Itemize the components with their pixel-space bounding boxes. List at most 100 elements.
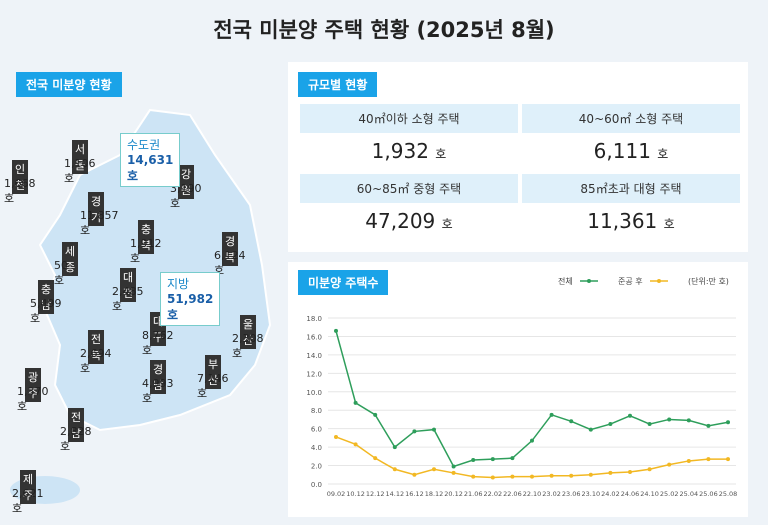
y-tick-label: 16.0 [306,333,322,341]
data-point [588,427,593,432]
region-name: 강원 [178,165,195,199]
size-cell: 40~60㎡ 소형 주택 6,111 호 [522,104,740,169]
data-point [490,475,495,480]
region-name: 경남 [150,360,167,394]
x-tick-label: 25.08 [719,490,738,498]
region-value: 8,762호 [142,329,174,357]
data-point [412,472,417,477]
region-value: 7,146호 [197,372,229,400]
region-name: 서울 [72,140,89,174]
summary-value: 14,631호 [127,153,174,183]
region-name: 울산 [240,315,257,349]
y-tick-label: 4.0 [311,444,322,452]
data-point [530,438,534,443]
x-tick-label: 25.04 [679,490,698,498]
region-value: 5,499호 [30,297,62,325]
x-tick-label: 18.12 [425,490,444,498]
series-line [335,436,728,479]
data-point [510,474,515,479]
x-tick-label: 22.10 [523,490,542,498]
region-value: 1,668호 [4,177,36,205]
x-tick-label: 22.02 [483,490,502,498]
summary-label: 지방 [167,277,190,291]
region-value: 50호 [54,259,68,287]
data-point [667,462,672,467]
size-heading: 규모별 현황 [298,72,378,97]
size-number: 6,111 [593,139,651,163]
region-value: 1,106호 [64,157,96,185]
size-value: 11,361 호 [522,203,740,239]
region-name: 경북 [222,232,239,266]
region-name: 충남 [38,280,55,314]
x-tick-label: 24.06 [621,490,640,498]
data-point [432,427,436,432]
size-label: 85㎡초과 대형 주택 [522,174,740,203]
data-point [588,472,593,477]
size-unit: 호 [657,147,669,161]
legend-dot [657,279,661,283]
x-tick-label: 10.12 [346,490,365,498]
data-point [706,423,711,428]
region-name: 충북 [138,220,155,254]
size-cell: 85㎡초과 대형 주택 11,361 호 [522,174,740,239]
x-tick-label: 20.12 [444,490,463,498]
x-tick-label: 23.06 [562,490,581,498]
data-point [667,417,672,422]
data-point [334,328,338,333]
data-point [471,474,476,479]
x-tick-label: 21.06 [464,490,483,498]
x-tick-label: 16.12 [405,490,424,498]
region-value: 2,308호 [232,332,264,360]
data-point [608,470,613,475]
region-value: 2,694호 [80,347,112,375]
size-cell: 60~85㎡ 중형 주택 47,209 호 [300,174,518,239]
data-point [530,474,534,479]
size-unit: 호 [441,217,453,231]
data-point [432,467,436,472]
data-point [353,442,358,447]
chart-title: 미분양 주택수 [298,270,389,295]
region-value: 2,621호 [12,487,44,515]
region-name: 세종 [62,242,79,276]
region-value: 6,124호 [214,249,246,277]
data-point [686,458,691,463]
data-point [353,400,358,405]
data-point [686,418,691,423]
x-tick-label: 09.02 [327,490,346,498]
legend-dot [587,279,591,283]
size-number: 1,932 [371,139,429,163]
size-label: 40㎡이하 소형 주택 [300,104,518,133]
x-tick-label: 23.02 [542,490,561,498]
size-value: 47,209 호 [300,203,518,239]
data-point [647,467,652,472]
data-point [549,473,554,478]
data-point [373,412,378,417]
x-tick-label: 14.12 [385,490,404,498]
data-point [726,457,730,462]
page-title: 전국 미분양 주택 현황 (2025년 8월) [213,18,555,42]
data-point [628,470,632,475]
y-tick-label: 2.0 [311,463,322,471]
region-summary: 수도권 14,631호 [120,133,181,187]
x-tick-label: 12.12 [366,490,385,498]
size-label: 40~60㎡ 소형 주택 [522,104,740,133]
data-point [412,429,417,434]
y-tick-label: 18.0 [306,315,322,323]
data-point [392,445,397,450]
unit-note: (단위:만 호) [688,276,729,286]
region-name: 전북 [88,330,105,364]
size-value: 1,932 호 [300,133,518,169]
summary-value: 51,982호 [167,292,214,322]
region-summary: 지방 51,982호 [160,272,221,326]
x-tick-label: 25.02 [660,490,679,498]
data-point [569,419,574,424]
region-value: 2,828호 [60,425,92,453]
region-value: 2,485호 [112,285,144,313]
map-heading: 전국 미분양 현황 [16,72,122,97]
data-point [334,434,338,439]
size-label: 60~85㎡ 중형 주택 [300,174,518,203]
region-value: 1,912호 [130,237,162,265]
summary-label: 수도권 [127,138,161,152]
region-name: 부산 [205,355,222,389]
region-value: 11,857호 [80,209,119,237]
